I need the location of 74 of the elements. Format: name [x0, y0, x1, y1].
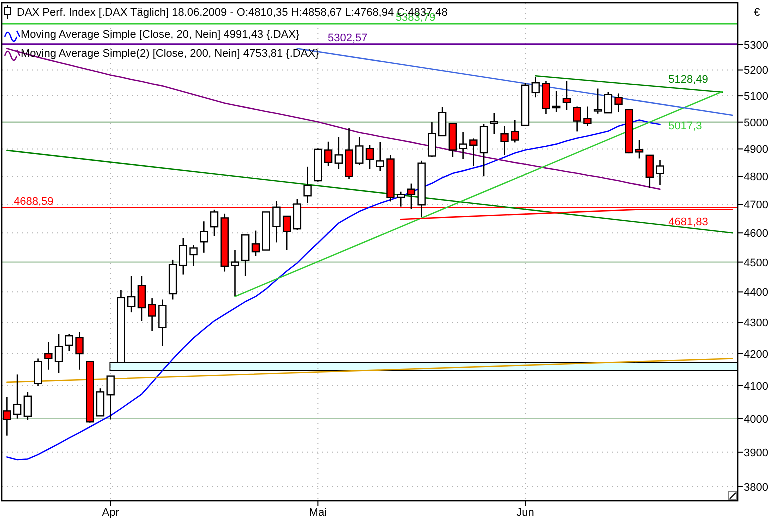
- y-tick-label: 4400: [744, 287, 768, 300]
- y-axis-title: €: [754, 7, 760, 19]
- candlestick: [584, 106, 592, 127]
- y-tick-label: 4100: [744, 380, 768, 393]
- candlestick: [44, 341, 53, 371]
- y-tick-label: 4500: [744, 257, 768, 270]
- candlestick: [231, 250, 240, 297]
- candlestick: [106, 376, 115, 420]
- candlestick: [614, 93, 623, 113]
- y-tick-label: 5200: [744, 65, 768, 78]
- line-series: [6, 120, 661, 461]
- candlestick: [210, 209, 219, 237]
- ref-line-label: 4688,59: [14, 196, 54, 208]
- candlestick: [200, 220, 208, 254]
- candlestick: [376, 142, 384, 172]
- candlestick: [459, 132, 468, 160]
- candlestick: [511, 120, 520, 144]
- y-tick-label: 4000: [744, 414, 768, 426]
- candlestick: [428, 121, 436, 158]
- candlestick: [127, 276, 136, 314]
- y-tick-label: 4800: [744, 172, 768, 184]
- candlestick: [334, 136, 343, 170]
- ref-line-label: 5302,57: [328, 32, 368, 44]
- candlestick: [356, 136, 364, 166]
- x-tick-label: Jun: [516, 507, 534, 519]
- candlestick: [34, 358, 42, 387]
- candlestick: [470, 138, 478, 167]
- candlestick: [54, 334, 64, 374]
- candlestick: [65, 334, 74, 352]
- candlestick: [190, 244, 198, 268]
- candlestick: [532, 76, 540, 98]
- candlestick: [148, 298, 156, 332]
- y-tick-label: 5100: [744, 91, 768, 104]
- candlestick: [13, 374, 22, 420]
- candlestick: [252, 230, 260, 258]
- candlestick: [282, 216, 292, 251]
- candlestick: [656, 160, 664, 186]
- y-tick-label: 4600: [744, 228, 768, 240]
- candlestick: [573, 106, 582, 132]
- candlestick: [594, 88, 602, 115]
- y-tick-label: 5000: [744, 117, 768, 130]
- candlestick: [24, 392, 32, 422]
- candlestick: [76, 331, 84, 371]
- x-tick-label: Apr: [102, 507, 120, 519]
- series-label: 5128,49: [668, 74, 708, 86]
- candlestick: [500, 126, 509, 156]
- legend-label: Moving Average Simple [Close, 20, Nein] 4991,43 {.DAX}: [21, 29, 300, 41]
- candlestick: [646, 154, 654, 189]
- y-tick-label: 3800: [744, 482, 768, 494]
- candlestick: [397, 191, 406, 208]
- candlestick: [179, 238, 188, 276]
- y-tick-label: 3900: [744, 447, 768, 460]
- candlestick: [324, 141, 333, 167]
- x-tick-label: Mai: [309, 507, 328, 519]
- line-series: [6, 48, 661, 190]
- candlestick: [604, 91, 613, 114]
- y-tick-label: 5300: [744, 40, 768, 52]
- series-label: 5017,3: [668, 120, 702, 133]
- candlestick: [552, 90, 561, 113]
- series-label: 4681,83: [668, 216, 708, 229]
- y-tick-label: 4700: [744, 200, 768, 212]
- candlestick: [138, 276, 146, 322]
- y-tick-label: 4900: [744, 144, 768, 156]
- candlestick: [304, 166, 312, 204]
- candlestick: [96, 388, 105, 417]
- candlestick: [366, 144, 374, 170]
- candlestick: [635, 140, 644, 160]
- candlestick: [490, 112, 498, 135]
- candlestick: [272, 200, 281, 244]
- candlestick: [158, 299, 167, 347]
- y-tick-label: 4300: [744, 318, 768, 330]
- candlestick: [438, 106, 447, 137]
- candlestick: [562, 80, 572, 112]
- y-tick-label: 4200: [744, 348, 768, 361]
